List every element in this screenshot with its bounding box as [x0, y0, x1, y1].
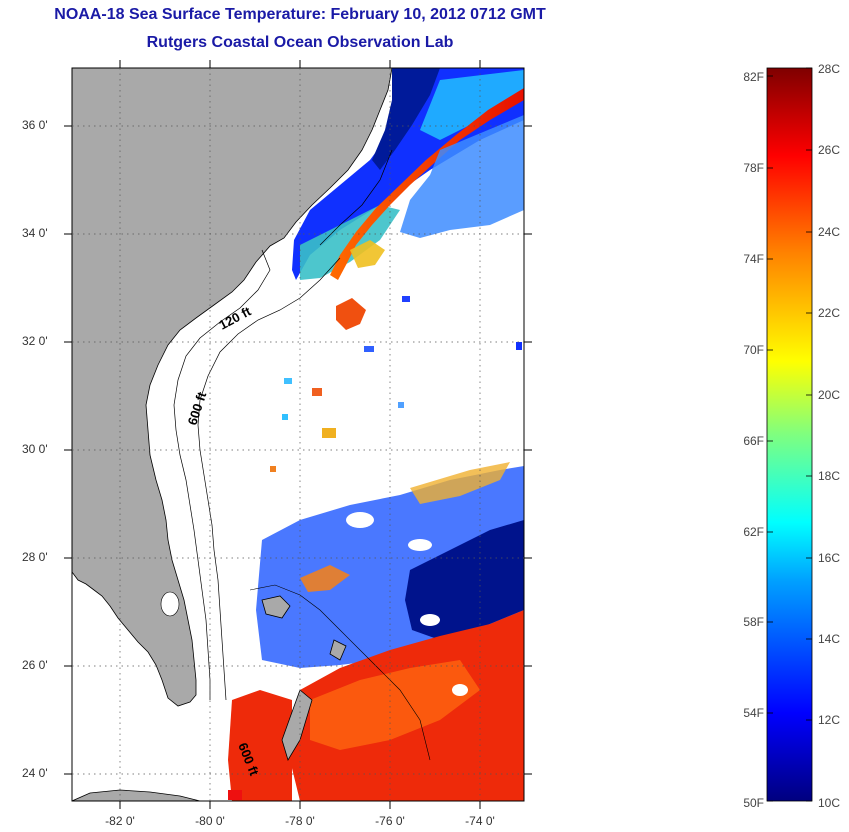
contour-600ft	[197, 257, 341, 701]
sst-keys-warm	[228, 690, 292, 801]
map-subtitle: Rutgers Coastal Ocean Observation Lab	[146, 34, 454, 51]
bahamas-land	[261, 595, 347, 761]
map-border	[71, 67, 525, 802]
sst-north-cyan	[420, 70, 524, 140]
contour-bahamas	[249, 584, 431, 761]
cuba-land	[72, 789, 201, 801]
colorbar-c-10: 10C	[818, 796, 841, 810]
colorbar-f-82: 82F	[743, 70, 764, 84]
colorbar-f-70: 70F	[743, 343, 764, 357]
colorbar-c-20: 20C	[818, 388, 841, 402]
colorbar-f-78: 78F	[743, 161, 764, 175]
colorbar-f-62: 62F	[743, 525, 764, 539]
colorbar-f-66: 66F	[743, 434, 764, 448]
colorbar-c-28: 28C	[818, 62, 841, 76]
lon-label-80: -80 0'	[195, 814, 225, 828]
colorbar-c-26: 26C	[818, 143, 841, 157]
lat-label-24: 24 0'	[22, 766, 48, 780]
sst-south-orange-mix	[310, 660, 480, 750]
graticule	[72, 68, 524, 801]
sst-yellow-patch	[350, 240, 385, 268]
lat-label-34: 34 0'	[22, 226, 48, 240]
colorbar-c-16: 16C	[818, 551, 841, 565]
colorbar	[766, 67, 813, 802]
lat-label-28: 28 0'	[22, 550, 48, 564]
colorbar-c-22: 22C	[818, 306, 841, 320]
axis-ticks	[64, 60, 532, 809]
colorbar-c-14: 14C	[818, 632, 841, 646]
cloud-gaps	[346, 512, 468, 696]
colorbar-c-24: 24C	[818, 225, 841, 239]
lat-label-36: 36 0'	[22, 118, 48, 132]
lat-label-32: 32 0'	[22, 334, 48, 348]
sst-south-yellow-band	[410, 462, 510, 504]
colorbar-f-58: 58F	[743, 615, 764, 629]
lon-label-78: -78 0'	[285, 814, 315, 828]
colorbar-c-18: 18C	[818, 469, 841, 483]
sst-east-patches	[400, 115, 524, 238]
sst-north-navy	[372, 68, 440, 170]
colorbar-f-50: 50F	[743, 796, 764, 810]
colorbar-f-54: 54F	[743, 706, 764, 720]
lon-label-82: -82 0'	[105, 814, 135, 828]
lat-label-26: 26 0'	[22, 658, 48, 672]
sst-gulfstream-north	[330, 88, 524, 280]
colorbar-f-74: 74F	[743, 252, 764, 266]
map-title: NOAA-18 Sea Surface Temperature: Februar…	[54, 6, 546, 23]
us-land	[72, 68, 393, 707]
lake-okeechobee	[160, 591, 180, 617]
contour-120ft	[173, 249, 271, 700]
sst-south-navy	[405, 520, 524, 640]
colorbar-c-12: 12C	[818, 713, 841, 727]
sst-south-orange-patch	[300, 565, 350, 592]
lon-label-74: -74 0'	[465, 814, 495, 828]
lon-label-76: -76 0'	[375, 814, 405, 828]
contour-shelf-north	[319, 149, 393, 246]
colorbar-ticks	[767, 67, 812, 802]
sst-warm-patch	[336, 298, 366, 330]
sst-scattered-patches	[270, 296, 522, 472]
lat-label-30: 30 0'	[22, 442, 48, 456]
sst-keys-dot	[228, 790, 242, 800]
